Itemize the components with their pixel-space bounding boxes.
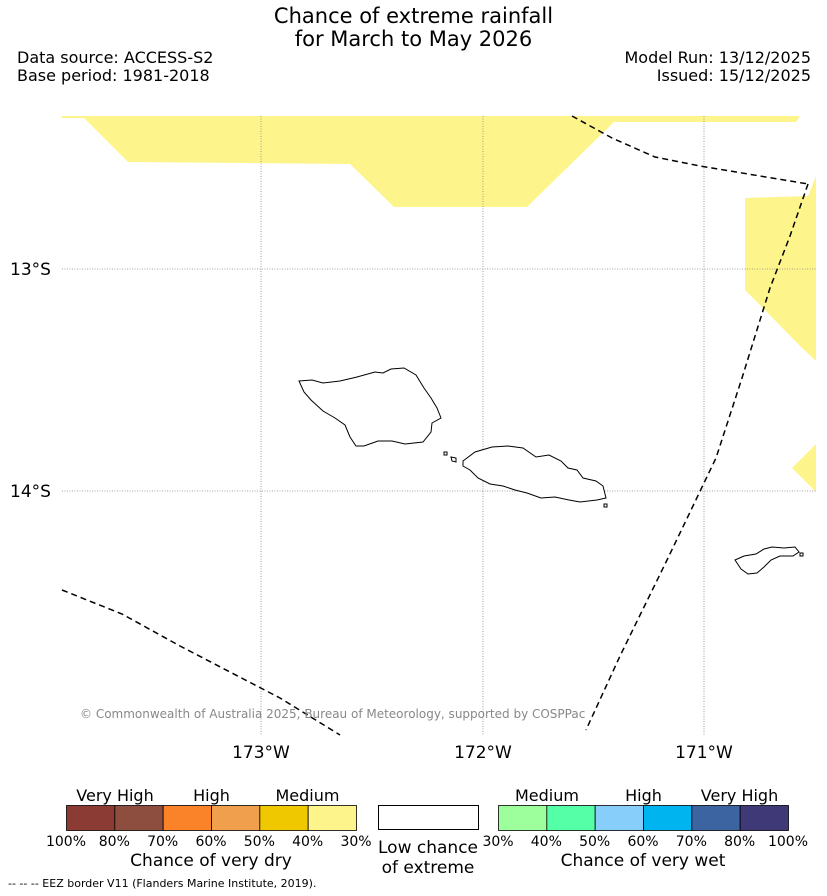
island-aunuu [799,552,804,557]
copyright-notice: © Commonwealth of Australia 2025, Bureau… [80,707,585,721]
wet-group-medium: Medium [515,786,579,805]
wet-tick-3: 60% [627,834,659,850]
dry-tick-4: 50% [243,834,275,850]
map-title-line1: Chance of extreme rainfall [273,4,554,28]
island-manono [450,456,457,463]
island-apolima [443,451,448,456]
wet-swatch-0 [498,805,548,831]
wet-tick-6: 100% [767,834,809,850]
rainfall-map: 13°S 14°S 173°W 172°W 171°W © Commonweal… [10,115,816,763]
wet-tick-2: 50% [579,834,611,850]
eez-border-southwest [61,589,341,736]
dry-caption: Chance of very dry [130,851,292,871]
eez-footnote: -- -- -- EEZ border V11 (Flanders Marine… [8,877,317,890]
base-period: Base period: 1981-2018 [17,66,210,85]
dry-swatch-5 [307,805,357,831]
wet-group-high: High [625,786,662,805]
axis-labels: 13°S 14°S 173°W 172°W 171°W [10,260,733,763]
wet-colorbar-swatches [498,805,789,831]
island-tutuila [734,546,800,575]
dry-tick-0: 100% [45,834,87,850]
medium-dry-region-north [62,116,800,207]
lat-label-13s: 13°S [10,260,51,280]
issued-date: Issued: 15/12/2025 [656,66,811,85]
dry-swatch-0 [66,805,116,831]
low-chance-caption-line2: of extreme [381,858,475,878]
low-chance-caption-line1: Low chance [378,838,478,858]
dry-group-very-high: Very High [76,786,154,805]
dry-swatch-2 [162,805,212,831]
dry-colorbar-swatches [66,805,357,831]
yellow-regions [62,116,816,492]
wet-swatch-3 [643,805,693,831]
islands [298,367,804,575]
lon-label-172w: 172°W [454,743,512,763]
wet-caption: Chance of very wet [560,851,726,871]
dry-tick-1: 80% [98,834,130,850]
dry-group-medium: Medium [275,786,340,805]
eez-border-east [585,183,809,731]
medium-dry-region-southeast [792,444,816,492]
lat-label-14s: 14°S [10,482,51,502]
dry-group-high: High [193,786,230,805]
eez-border-north [571,115,809,185]
data-source: Data source: ACCESS-S2 [17,48,214,67]
island-savaii [298,367,442,447]
island-upolu [462,445,607,503]
wet-tick-4: 70% [675,834,707,850]
dry-swatch-3 [211,805,261,831]
dry-swatch-4 [259,805,309,831]
dry-tick-3: 60% [195,834,227,850]
medium-dry-region-east [745,176,816,361]
low-chance-swatch [378,805,479,830]
wet-tick-1: 40% [530,834,562,850]
dry-tick-2: 70% [147,834,179,850]
lon-label-173w: 173°W [232,743,290,763]
graticule [62,116,816,735]
model-run: Model Run: 13/12/2025 [624,48,812,67]
island-tiny-east [603,503,608,508]
wet-swatch-1 [546,805,596,831]
dry-tick-5: 40% [292,834,324,850]
lon-label-171w: 171°W [675,743,733,763]
wet-swatch-5 [739,805,789,831]
wet-tick-0: 30% [482,834,514,850]
map-title-line2: for March to May 2026 [294,27,533,51]
wet-swatch-2 [594,805,644,831]
wet-swatch-4 [691,805,741,831]
dry-tick-6: 30% [340,834,372,850]
eez-border [61,115,809,736]
wet-group-very-high: Very High [700,786,779,805]
dry-swatch-1 [114,805,164,831]
wet-tick-5: 80% [724,834,756,850]
